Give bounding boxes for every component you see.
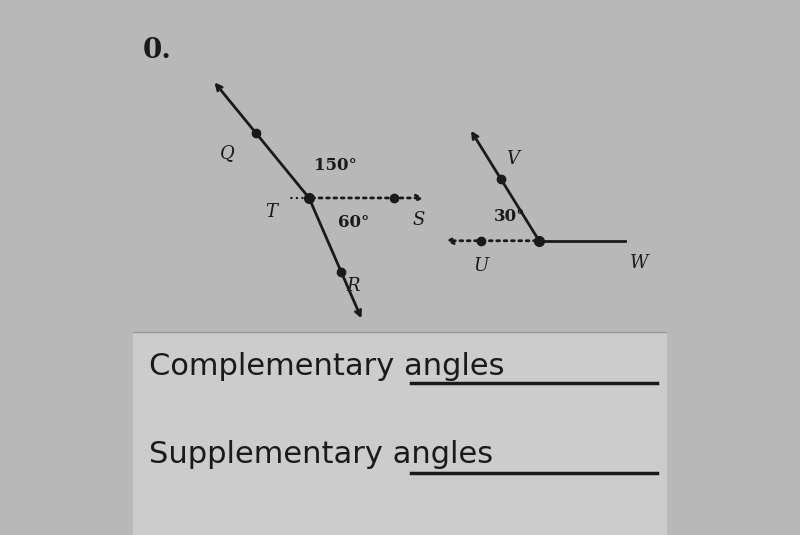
Text: T: T: [265, 203, 277, 221]
Text: R: R: [346, 277, 360, 295]
Text: S: S: [413, 211, 425, 230]
Text: 60°: 60°: [338, 214, 370, 231]
Text: Supplementary angles: Supplementary angles: [149, 440, 493, 469]
Text: V: V: [506, 150, 519, 168]
Text: Complementary angles: Complementary angles: [149, 352, 504, 381]
Text: U: U: [474, 257, 489, 275]
Text: 0.: 0.: [143, 37, 172, 64]
Text: Q: Q: [220, 144, 234, 162]
Bar: [133, 332, 667, 535]
Text: W: W: [630, 254, 649, 272]
Text: 150°: 150°: [314, 157, 358, 174]
Text: 30°: 30°: [494, 208, 526, 225]
